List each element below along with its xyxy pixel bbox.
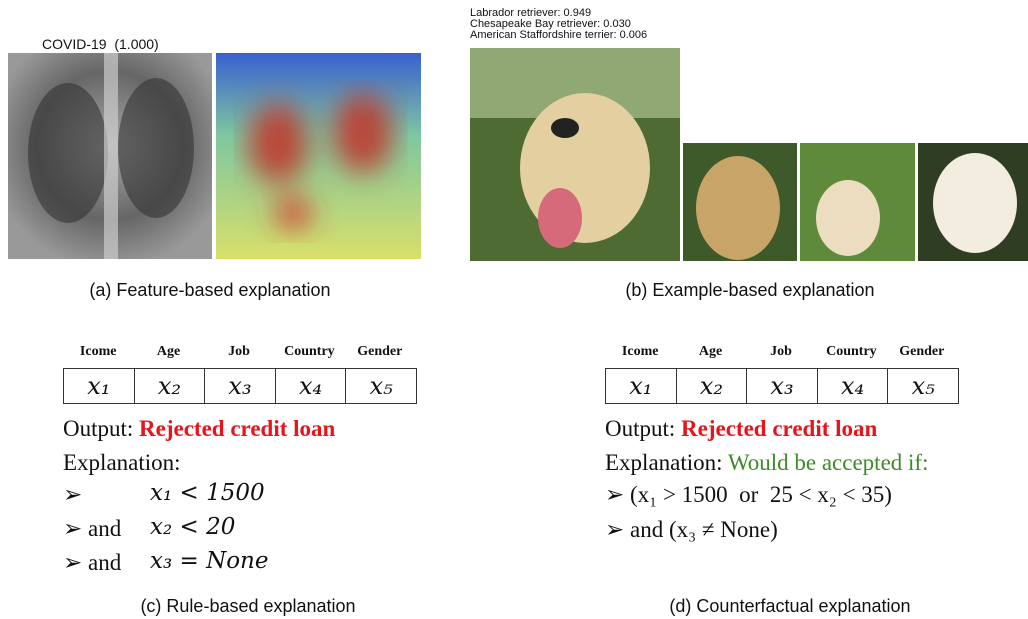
column-header: Icome: [79, 344, 117, 359]
output-label: Output:: [63, 416, 134, 441]
prediction: Labrador retriever: 0.949: [470, 7, 592, 19]
output: Rejected credit loan: [139, 416, 336, 441]
rule-prefix: ➢: [63, 482, 83, 507]
column-header: Country: [826, 344, 877, 359]
prediction: American Staffordshire terrier: 0.006: [470, 29, 648, 41]
caption: (a) Feature-based explanation: [89, 280, 331, 300]
column-header: Job: [228, 344, 250, 359]
dog-images: [470, 48, 1028, 261]
column-header: Job: [770, 344, 792, 359]
column-header: Age: [156, 344, 181, 359]
explanation: Would be accepted if:: [727, 450, 929, 475]
cell: x₄: [818, 369, 889, 403]
rule: x₁ < 1500: [150, 480, 265, 506]
column-header: Age: [698, 344, 723, 359]
xray-images: [8, 53, 421, 259]
rule: x₃ = None: [150, 548, 269, 574]
column-header: Icome: [621, 344, 659, 359]
output-line: Output: Rejected credit loan: [605, 416, 877, 442]
rule-prefix: ➢ and: [63, 516, 122, 541]
cell: x₂: [677, 369, 748, 403]
cell: x₅: [369, 372, 393, 400]
rule: ➢ (x₁ > 1500 or 25 < x₂ < 35): [605, 482, 892, 507]
explanation-line: Explanation:: [63, 450, 181, 476]
explanation-line: Explanation: Would be accepted if:: [605, 450, 928, 476]
cell: x₂: [135, 369, 206, 403]
table: x₁ x₂ x₃ x₄ x₅: [63, 368, 417, 404]
cell: x₃: [747, 369, 818, 403]
cell: x₁: [64, 369, 135, 403]
rule: ➢ and (x₃ ≠ None): [605, 517, 778, 542]
output-label: Output:: [605, 416, 676, 441]
caption: (d) Counterfactual explanation: [669, 596, 911, 616]
column-header: Gender: [357, 344, 403, 359]
predictions: Labrador retriever: 0.949 Chesapeake Bay …: [470, 8, 647, 41]
cell: x₄: [276, 369, 347, 403]
prediction: Chesapeake Bay retriever: 0.030: [470, 18, 631, 30]
caption: (c) Rule-based explanation: [140, 596, 356, 616]
cell: x₃: [205, 369, 276, 403]
cell: x₁: [606, 369, 677, 403]
cell: x₅: [911, 372, 935, 400]
caption: (b) Example-based explanation: [625, 280, 875, 300]
rule: x₂ < 20: [150, 514, 236, 540]
column-header: Gender: [899, 344, 945, 359]
prediction-label: COVID-19 (1.000): [42, 36, 159, 52]
column-header: Country: [284, 344, 335, 359]
output: Rejected credit loan: [681, 416, 878, 441]
explanation-label: Explanation:: [63, 450, 181, 475]
explanation-label: Explanation:: [605, 450, 723, 475]
rule-prefix: ➢ and: [63, 550, 122, 575]
table: x₁ x₂ x₃ x₄ x₅: [605, 368, 959, 404]
output-line: Output: Rejected credit loan: [63, 416, 335, 442]
